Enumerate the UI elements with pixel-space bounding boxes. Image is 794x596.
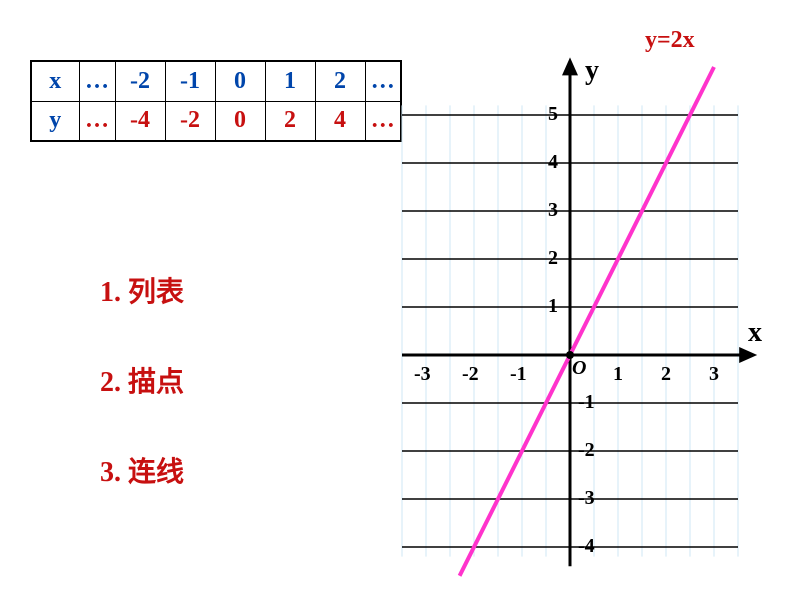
x-tick-label: 1: [613, 363, 623, 386]
x-cell: 1: [265, 61, 315, 101]
ellipsis-cell: …: [79, 101, 115, 141]
y-header: y: [31, 101, 79, 141]
xy-data-table: x … -2 -1 0 1 2 … y … -4 -2 0 2 4 …: [30, 60, 402, 142]
y-tick-label: 3: [548, 199, 558, 222]
y-cell: 0: [215, 101, 265, 141]
y-tick-label: -2: [578, 439, 595, 462]
equation-label: y=2x: [645, 27, 695, 54]
x-tick-label: 2: [661, 363, 671, 386]
y-tick-label: 2: [548, 247, 558, 270]
y-tick-label: 4: [548, 151, 558, 174]
x-tick-label: -1: [510, 363, 527, 386]
step-list: 1. 列表 2. 描点 3. 连线: [100, 270, 184, 540]
x-cell: -2: [115, 61, 165, 101]
x-cell: 2: [315, 61, 365, 101]
y-tick-label: -3: [578, 487, 595, 510]
x-header: x: [31, 61, 79, 101]
x-cell: 0: [215, 61, 265, 101]
y-cell: 4: [315, 101, 365, 141]
table-row: x … -2 -1 0 1 2 …: [31, 61, 401, 101]
ellipsis-cell: …: [79, 61, 115, 101]
table-row: y … -4 -2 0 2 4 …: [31, 101, 401, 141]
y-tick-label: 5: [548, 103, 558, 126]
coordinate-chart: y=2x y x O -3-2-112312345-1-2-3-4: [370, 45, 790, 590]
x-axis-label: x: [748, 317, 762, 349]
y-cell: 2: [265, 101, 315, 141]
y-cell: -2: [165, 101, 215, 141]
x-tick-label: -3: [414, 363, 431, 386]
origin-label: O: [572, 357, 586, 380]
step-item: 1. 列表: [100, 270, 184, 310]
y-cell: -4: [115, 101, 165, 141]
y-tick-label: -4: [578, 535, 595, 558]
x-cell: -1: [165, 61, 215, 101]
step-item: 2. 描点: [100, 360, 184, 400]
x-tick-label: -2: [462, 363, 479, 386]
x-tick-label: 3: [709, 363, 719, 386]
step-item: 3. 连线: [100, 450, 184, 490]
y-tick-label: 1: [548, 295, 558, 318]
y-tick-label: -1: [578, 391, 595, 414]
y-axis-label: y: [585, 55, 599, 87]
